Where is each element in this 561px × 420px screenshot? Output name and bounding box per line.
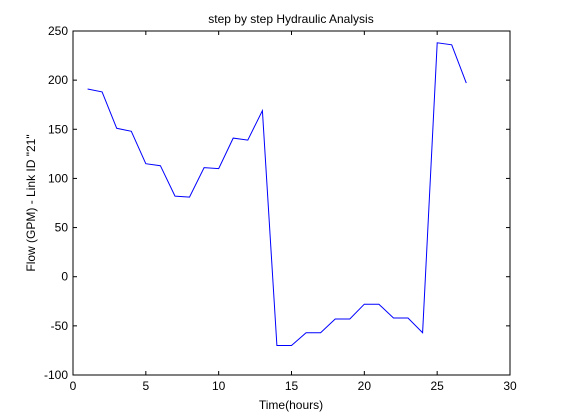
y-tick-label: 0 [61,270,68,284]
x-axis: 0 5 10 15 20 25 30 [70,31,517,393]
series-line [87,42,467,346]
x-tick-label: 5 [142,379,149,393]
x-axis-label: Time(hours) [259,398,323,412]
y-tick-label: 150 [48,122,68,136]
y-tick-label: 50 [55,221,69,235]
x-tick-label: 15 [285,379,299,393]
x-tick-label: 10 [212,379,226,393]
y-tick-label: -50 [51,319,69,333]
plot-area [72,30,511,376]
y-tick-label: 100 [48,171,68,185]
chart-title: step by step Hydraulic Analysis [208,12,373,26]
y-tick-label: -100 [44,368,68,382]
y-tick-label: 250 [48,24,68,38]
x-tick-label: 25 [430,379,444,393]
y-axis-label: Flow (GPM) - Link ID "21" [24,134,38,271]
x-tick-label: 20 [358,379,372,393]
x-tick-label: 30 [503,379,517,393]
x-tick-label: 0 [70,379,77,393]
y-tick-label: 200 [48,73,68,87]
y-axis: -100 -50 0 50 100 150 200 250 [44,24,510,382]
